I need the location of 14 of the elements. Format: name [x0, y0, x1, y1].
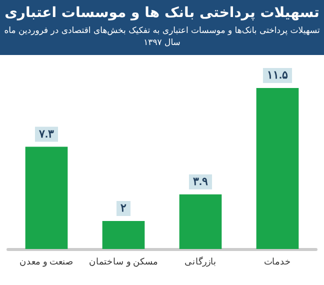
data-label: ۲: [120, 202, 126, 214]
bar: [256, 88, 299, 249]
x-tick-label: صنعت و معدن: [19, 256, 74, 268]
x-tick-label: خدمات: [264, 256, 291, 266]
bar: [179, 194, 222, 249]
chart-subtitle: تسهیلات پرداختی بانک‌ها و موسسات اعتباری به تفکیک بخش‌های اقتصادی در فروردین ماه سال ۱۳۹۷: [3, 25, 321, 49]
data-label: ۱۱.۵: [266, 70, 288, 82]
x-tick-label: بازرگانی: [184, 256, 216, 268]
bar: [102, 221, 145, 249]
bar: [25, 146, 68, 249]
x-tick-label: مسکن و ساختمان: [88, 256, 158, 268]
data-label: ۳.۹: [192, 176, 208, 188]
data-label: ۷.۳: [38, 128, 54, 140]
chart-title: تسهیلات پرداختی بانک ها و موسسات اعتباری: [4, 4, 320, 23]
